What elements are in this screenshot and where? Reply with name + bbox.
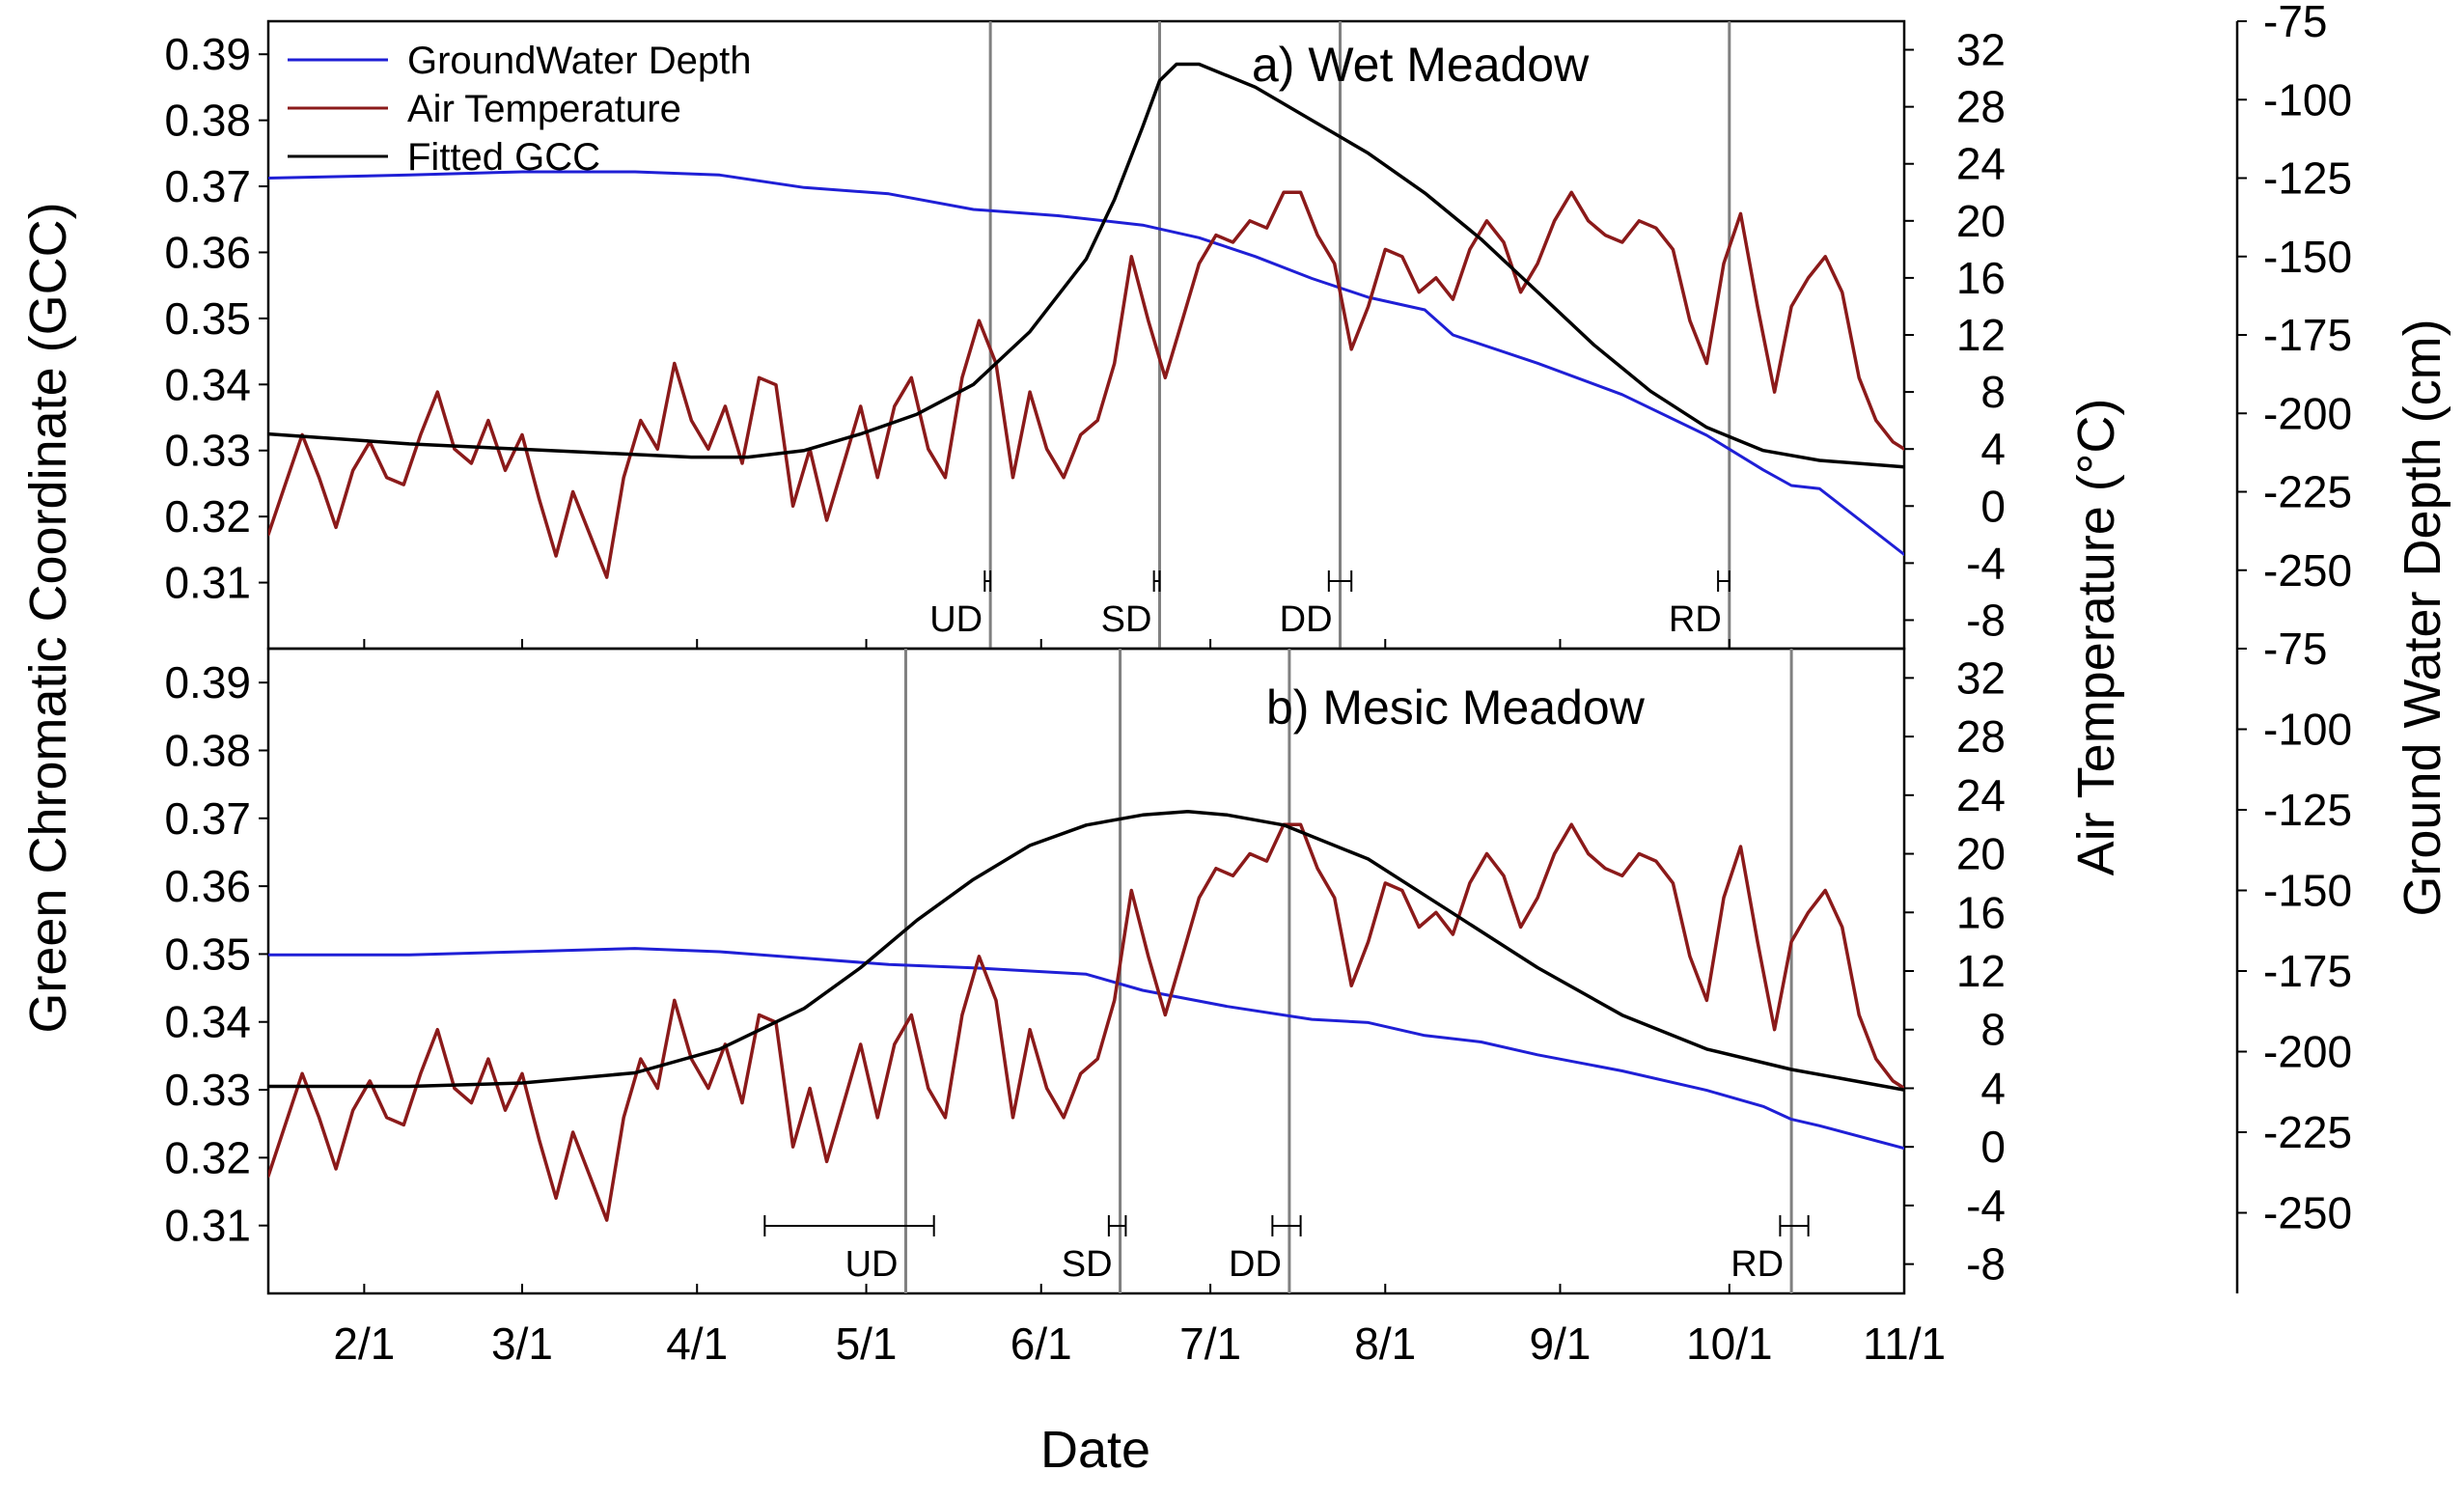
gcc-tick-label: 0.34 (164, 359, 251, 409)
event-label-dd: DD (1280, 599, 1333, 640)
temperature-tick-label: 0 (1980, 1122, 2006, 1172)
x-tick-label: 3/1 (491, 1319, 553, 1369)
gcc-tick-label: 0.35 (164, 293, 251, 344)
temperature-tick-label: 12 (1956, 310, 2006, 360)
legend: GroundWater Depth Air Temperature Fitted G… (288, 40, 751, 179)
groundwater-tick-label: -250 (2263, 545, 2352, 596)
temperature-tick-label: 28 (1956, 82, 2006, 132)
temperature-tick-label: 8 (1980, 367, 2006, 417)
legend-entry: GroundWater Depth (407, 40, 751, 82)
x-tick-label: 4/1 (666, 1319, 728, 1369)
x-tick-label: 11/1 (1863, 1319, 1946, 1369)
groundwater-tick-label: -175 (2263, 946, 2352, 996)
gcc-tick-label: 0.34 (164, 997, 251, 1047)
temperature-tick-label: 8 (1980, 1005, 2006, 1055)
groundwater-tick-label: -200 (2263, 1027, 2352, 1077)
panel-title: a) Wet Meadow (1252, 38, 1590, 92)
gcc-tick-label: 0.39 (164, 29, 251, 79)
plot-area (268, 21, 1904, 649)
temperature-tick-label: 0 (1980, 481, 2006, 531)
gcc-tick-label: 0.35 (164, 929, 251, 979)
gcc-tick-label: 0.31 (164, 1201, 251, 1251)
gcc-tick-label: 0.32 (164, 491, 251, 541)
gcc-tick-label: 0.37 (164, 161, 251, 211)
groundwater-tick-label: -125 (2263, 785, 2352, 835)
x-axis-title: Date (1040, 1421, 1150, 1479)
air-temperature-line (268, 822, 1904, 1222)
event-label-sd: SD (1062, 1244, 1113, 1285)
x-tick-label: 5/1 (836, 1319, 898, 1369)
groundwater-tick-label: -225 (2263, 1107, 2352, 1157)
plot-frame (266, 647, 1906, 1295)
temperature-axis-title: Air Temperature (°C) (2067, 399, 2125, 876)
fitted-gcc-line (268, 62, 1904, 469)
temperature-tick-label: -4 (1966, 538, 2006, 588)
panel-title: b) Mesic Meadow (1266, 680, 1646, 735)
groundwater-tick-label: -150 (2263, 866, 2352, 916)
temperature-tick-label: 16 (1956, 253, 2006, 303)
groundwater-tick-label: -225 (2263, 467, 2352, 517)
groundwater-tick-label: -100 (2263, 74, 2352, 125)
air-temperature-line (268, 190, 1904, 579)
groundwater-tick-label: -125 (2263, 153, 2352, 204)
gcc-tick-label: 0.38 (164, 725, 251, 775)
groundwater-axis-title: Ground Water Depth (cm) (2394, 319, 2451, 916)
temperature-tick-label: -8 (1966, 1239, 2006, 1290)
groundwater-depth-line (268, 170, 1904, 556)
gcc-tick-label: 0.36 (164, 227, 251, 277)
shared-axes: Date Green Chromatic Coordinate (GCC) Ai… (19, 202, 2451, 1479)
event-label-sd: SD (1101, 599, 1152, 640)
temperature-tick-label: 20 (1956, 196, 2006, 246)
gcc-tick-label: 0.31 (164, 558, 251, 608)
event-label-ud: UD (929, 599, 983, 640)
groundwater-tick-label: -200 (2263, 388, 2352, 438)
groundwater-depth-line (268, 947, 1904, 1151)
x-tick-label: 8/1 (1354, 1319, 1416, 1369)
event-label-ud: UD (845, 1244, 899, 1285)
plot-area (268, 649, 1904, 1293)
x-tick-label: 10/1 (1686, 1319, 1773, 1369)
temperature-tick-label: -4 (1966, 1180, 2006, 1231)
gcc-tick-label: 0.33 (164, 426, 251, 476)
fitted-gcc-line (268, 810, 1904, 1092)
panels: 0.39 0.38 0.37 0.36 0.35 0.34 0.33 0.32 0.31 32 28… (164, 0, 2352, 1369)
x-tick-label: 6/1 (1011, 1319, 1072, 1369)
groundwater-tick-label: -175 (2263, 310, 2352, 360)
x-tick-label: 9/1 (1529, 1319, 1591, 1369)
gcc-tick-label: 0.37 (164, 793, 251, 844)
temperature-tick-label: 32 (1956, 652, 2006, 703)
groundwater-tick-label: -250 (2263, 1188, 2352, 1238)
temperature-tick-label: 16 (1956, 887, 2006, 937)
legend-entry: Fitted GCC (407, 136, 600, 179)
gcc-tick-label: 0.33 (164, 1065, 251, 1115)
gcc-axis-title: Green Chromatic Coordinate (GCC) (19, 202, 77, 1033)
panel-mesic-meadow: 0.39 0.38 0.37 0.36 0.35 0.34 0.33 0.32 0.31 32 28… (164, 624, 2352, 1369)
temperature-tick-label: 28 (1956, 711, 2006, 762)
temperature-tick-label: 12 (1956, 946, 2006, 996)
temperature-tick-label: -8 (1966, 595, 2006, 645)
temperature-tick-label: 24 (1956, 139, 2006, 189)
temperature-tick-label: 24 (1956, 770, 2006, 820)
groundwater-tick-label: -150 (2263, 232, 2352, 282)
temperature-tick-label: 4 (1980, 424, 2006, 474)
gcc-tick-label: 0.36 (164, 861, 251, 911)
gcc-tick-label: 0.39 (164, 657, 251, 708)
groundwater-tick-label: -75 (2263, 0, 2327, 46)
gcc-tick-label: 0.32 (164, 1132, 251, 1182)
event-label-rd: RD (1730, 1244, 1784, 1285)
temperature-tick-label: 32 (1956, 25, 2006, 75)
gcc-tick-label: 0.38 (164, 96, 251, 146)
panel-wet-meadow: 0.39 0.38 0.37 0.36 0.35 0.34 0.33 0.32 0.31 32 28… (164, 0, 2352, 651)
event-label-dd: DD (1229, 1244, 1282, 1285)
temperature-tick-label: 4 (1980, 1063, 2006, 1113)
temperature-tick-label: 20 (1956, 829, 2006, 879)
x-tick-label: 2/1 (333, 1319, 395, 1369)
legend-entry: Air Temperature (407, 88, 681, 130)
groundwater-tick-label: -75 (2263, 624, 2327, 674)
event-label-rd: RD (1669, 599, 1722, 640)
groundwater-tick-label: -100 (2263, 705, 2352, 755)
x-tick-label: 7/1 (1179, 1319, 1241, 1369)
